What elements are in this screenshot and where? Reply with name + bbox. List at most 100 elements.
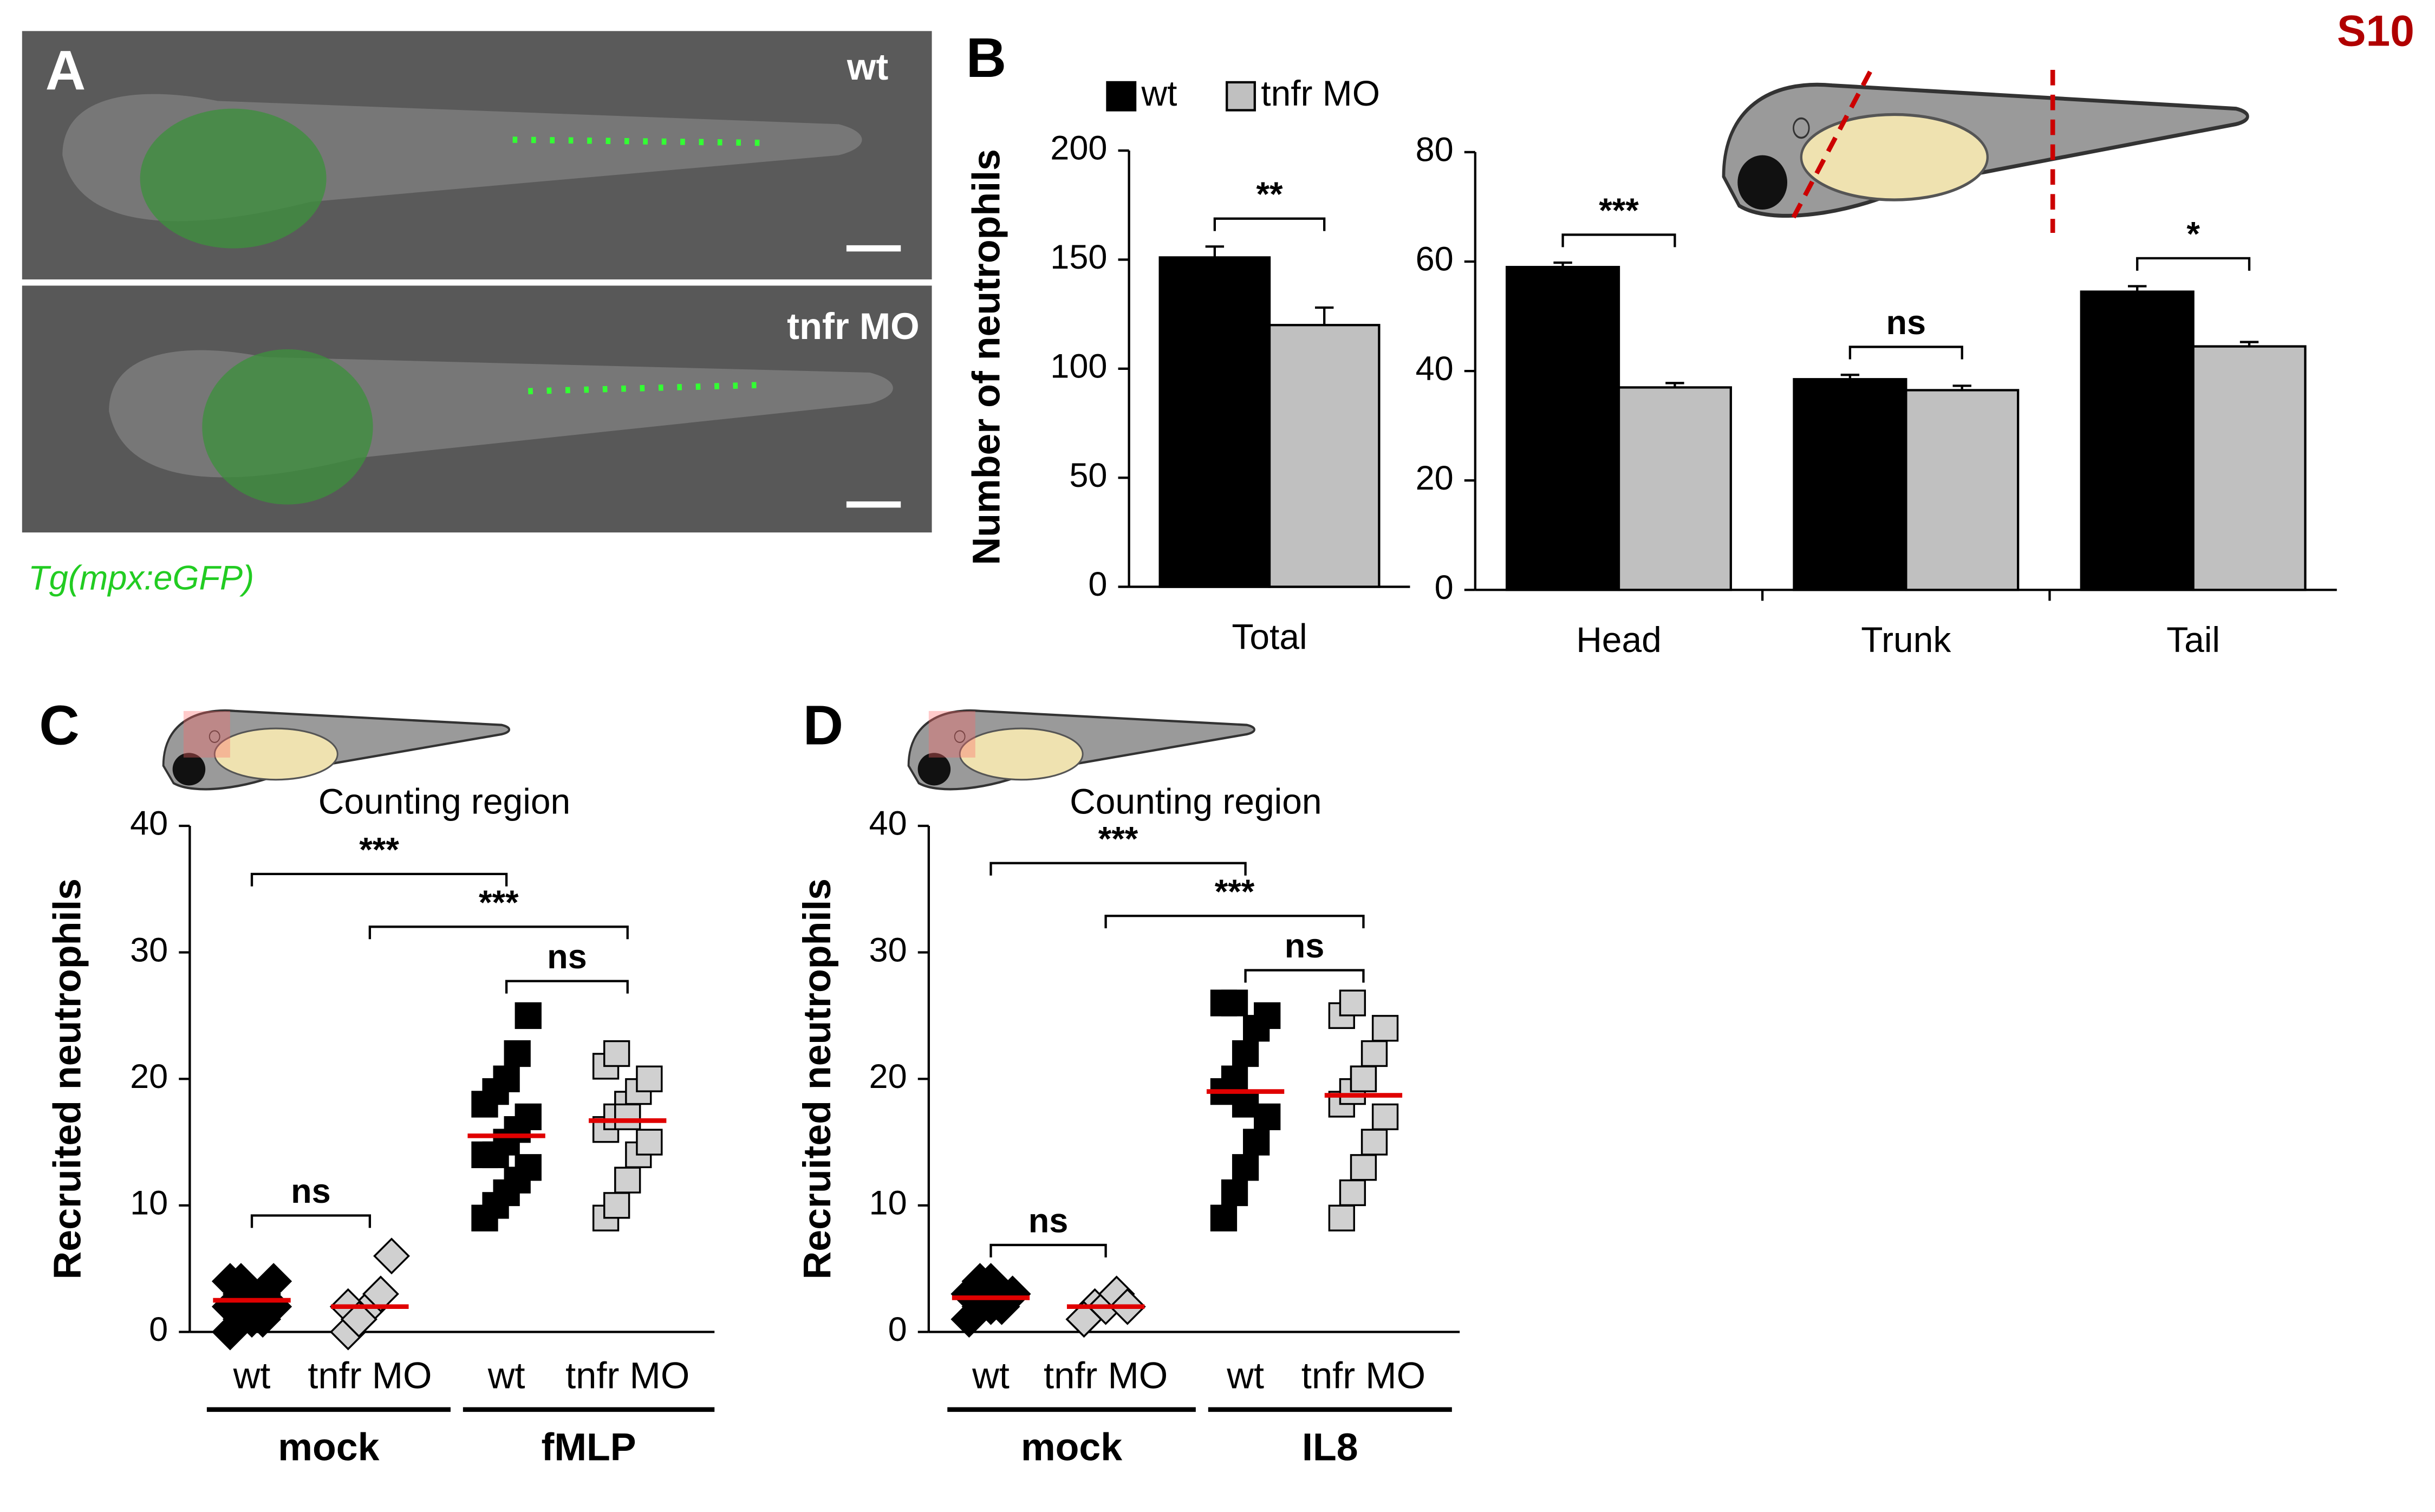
data-point [244, 1301, 282, 1338]
significance-label: *** [359, 831, 399, 869]
data-point [515, 1103, 542, 1130]
data-point [340, 1301, 377, 1338]
y-axis-label: Recruited neutrophils [46, 878, 89, 1280]
image-label: tnfr MO [787, 305, 920, 347]
legend-swatch [1106, 81, 1137, 112]
data-point [1254, 1103, 1281, 1130]
significance-label: *** [479, 884, 519, 922]
data-point [614, 1103, 641, 1130]
data-point [1350, 1154, 1377, 1181]
significance-label: *** [1098, 820, 1138, 858]
x-tick-label: Tail [2166, 620, 2220, 660]
group-label: mock [278, 1425, 379, 1469]
data-point [636, 1129, 663, 1156]
error-bar [2239, 341, 2259, 347]
significance-bracket [989, 1243, 1107, 1257]
bar [2192, 345, 2307, 591]
group-label: fMLP [541, 1425, 636, 1469]
data-point [1339, 1179, 1366, 1207]
data-point [603, 1040, 630, 1067]
data-point [1221, 1179, 1248, 1207]
data-point [504, 1040, 531, 1067]
significance-bracket [1561, 233, 1676, 247]
panel-label: C [39, 694, 80, 757]
data-point [636, 1065, 663, 1092]
counting-region [183, 711, 230, 758]
x-tick-label: tnfr MO [1044, 1355, 1168, 1397]
data-point [1360, 1040, 1388, 1067]
bar [1793, 378, 1907, 591]
data-point [603, 1192, 630, 1219]
data-point [1350, 1065, 1377, 1092]
y-tick-label: 200 [1050, 129, 1107, 167]
significance-label: ns [291, 1172, 331, 1210]
y-tick-label: 80 [1416, 131, 1454, 169]
data-point [1371, 1103, 1399, 1130]
x-tick-label: wt [972, 1355, 1010, 1397]
error-bar [1553, 261, 1572, 268]
group-label: mock [1021, 1425, 1122, 1469]
panel-a: A wt tnfr MO Tg(mpx:eGFP) [22, 31, 932, 597]
significance-bracket [1848, 346, 1963, 360]
data-point [373, 1237, 410, 1275]
image-label: wt [847, 46, 889, 88]
legend-label: tnfr MO [1261, 73, 1380, 113]
x-tick-label: Head [1576, 620, 1662, 660]
data-point [1339, 989, 1366, 1016]
y-tick-label: 40 [869, 805, 907, 843]
significance-bracket [989, 862, 1247, 876]
error-bar [1952, 384, 1971, 390]
error-bar [1315, 306, 1334, 325]
neutrophil-dots [512, 136, 761, 146]
y-tick-label: 10 [869, 1184, 907, 1222]
y-tick-label: 0 [149, 1311, 168, 1348]
legend-swatch [1226, 81, 1256, 112]
x-tick-label: tnfr MO [1301, 1355, 1425, 1397]
y-tick-label: 30 [869, 931, 907, 969]
significance-label: ns [1285, 927, 1325, 965]
significance-label: * [2186, 215, 2200, 253]
panel-label: B [966, 27, 1007, 89]
significance-bracket [368, 926, 629, 940]
x-tick-label: wt [1226, 1355, 1264, 1397]
significance-bracket [1244, 969, 1365, 983]
error-bar [2128, 285, 2147, 292]
x-tick-label: Trunk [1861, 620, 1951, 660]
bar [1617, 386, 1732, 591]
significance-label: *** [1599, 192, 1639, 230]
y-tick-label: 150 [1050, 238, 1107, 276]
y-axis-label: Number of neutrophils [965, 149, 1008, 565]
data-point [1243, 1129, 1270, 1156]
significance-bracket [250, 872, 508, 887]
neutrophil-dots [528, 382, 761, 395]
error-bar [1840, 374, 1860, 380]
legend-label: wt [1141, 73, 1177, 113]
data-point [493, 1065, 520, 1092]
region-label: Counting region [318, 781, 570, 821]
significance-label: *** [1215, 873, 1255, 911]
y-tick-label: 40 [130, 805, 168, 843]
data-point [1371, 1015, 1399, 1042]
y-tick-label: 0 [888, 1311, 907, 1348]
data-point [1254, 1002, 1281, 1029]
panel-label: A [45, 39, 86, 101]
error-bar [1665, 382, 1684, 388]
y-tick-label: 20 [1416, 459, 1454, 497]
y-tick-label: 30 [130, 931, 168, 969]
y-axis-label: Recruited neutrophils [796, 878, 839, 1280]
data-point [614, 1166, 641, 1194]
significance-label: ns [1028, 1202, 1069, 1240]
x-tick-label: Total [1232, 616, 1307, 656]
significance-label: ns [1886, 304, 1926, 342]
yolk-image [140, 108, 327, 249]
y-tick-label: 50 [1069, 457, 1107, 494]
significance-bracket [2136, 257, 2251, 271]
panel-label: D [803, 694, 844, 757]
x-tick-label: tnfr MO [565, 1355, 689, 1397]
bar [1158, 256, 1271, 588]
bar [1268, 324, 1381, 588]
data-point [1232, 1154, 1259, 1181]
x-tick-label: tnfr MO [308, 1355, 432, 1397]
